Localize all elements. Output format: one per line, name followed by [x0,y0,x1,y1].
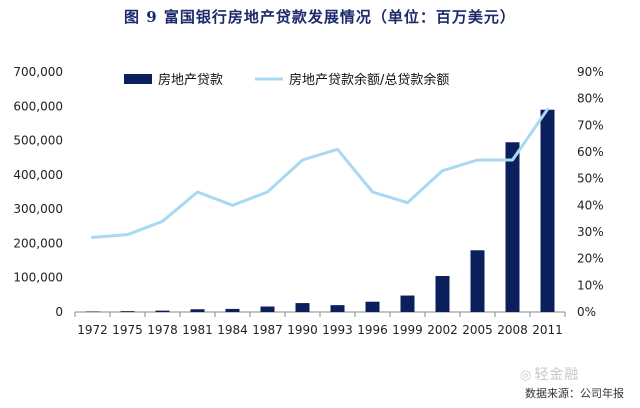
x-axis-tick-label: 2008 [497,323,528,337]
x-axis-tick-label: 1981 [182,323,213,337]
x-axis-tick-label: 1972 [77,323,108,337]
x-axis: 1972 1975 1978 1981 1984 1987 1990 1993 1996 1999… [74,311,566,337]
right-axis: 0% 10% 20% 30% 40% 50% 60% 70% 80% 90% [577,65,604,319]
left-axis-tick-label: 200,000 [13,236,63,250]
bar [400,295,415,312]
line-series [91,107,549,239]
legend: 房地产贷款 房地产贷款余额/总贷款余额 [124,72,449,88]
wechat-icon: ◎ [520,368,533,383]
x-axis-tick-label: 1987 [252,323,283,337]
x-axis-tick-label: 1984 [217,323,248,337]
x-axis-tick-label: 2002 [427,323,458,337]
left-axis-tick-label: 700,000 [13,65,63,79]
bar [120,311,135,312]
bar [225,308,240,312]
legend-label-bar: 房地产贷款 [158,72,223,88]
bar [330,305,345,312]
x-axis-tick-label: 1975 [112,323,143,337]
bar [505,142,520,312]
right-axis-tick-label: 0% [577,305,596,319]
left-axis-tick-label: 0 [55,305,63,319]
bar [435,276,450,312]
right-axis-tick-label: 10% [577,278,604,292]
right-axis-tick-label: 20% [577,252,604,266]
left-axis-tick-label: 100,000 [13,271,63,285]
bar [295,303,310,312]
bar [85,311,100,312]
x-axis-tick-label: 1978 [147,323,178,337]
left-axis-tick-label: 600,000 [13,99,63,113]
left-axis: 0 100,000 200,000 300,000 400,000 500,000 600,… [13,65,63,319]
x-axis-tick-label: 2011 [532,323,563,337]
bar [540,109,555,312]
bar [260,306,275,312]
bar [190,309,205,312]
x-axis-tick-label: 2005 [462,323,493,337]
left-axis-tick-label: 400,000 [13,168,63,182]
x-axis-tick-label: 1996 [357,323,388,337]
right-axis-tick-label: 80% [577,92,604,106]
bar [365,301,380,312]
right-axis-tick-label: 30% [577,225,604,239]
x-axis-tick-label: 1999 [392,323,423,337]
x-axis-tick-label: 1990 [287,323,318,337]
right-axis-tick-label: 90% [577,65,604,79]
bar-series [85,109,555,312]
chart-title: 图 9 富国银行房地产贷款发展情况（单位：百万美元） [124,8,516,26]
right-axis-tick-label: 40% [577,198,604,212]
line-series-path [91,107,549,239]
right-axis-tick-label: 70% [577,118,604,132]
x-axis-tick-label: 1993 [322,323,353,337]
watermark: ◎ 轻金融 [520,364,579,384]
legend-swatch-bar [124,74,152,84]
watermark-text: 轻金融 [534,367,580,383]
right-axis-tick-label: 50% [577,172,604,186]
bar [470,250,485,312]
right-axis-tick-label: 60% [577,145,604,159]
bar [155,310,170,312]
left-axis-tick-label: 300,000 [13,202,63,216]
legend-label-line: 房地产贷款余额/总贷款余额 [289,72,449,88]
left-axis-tick-label: 500,000 [13,134,63,148]
source-note: 数据来源：公司年报 [525,387,624,400]
